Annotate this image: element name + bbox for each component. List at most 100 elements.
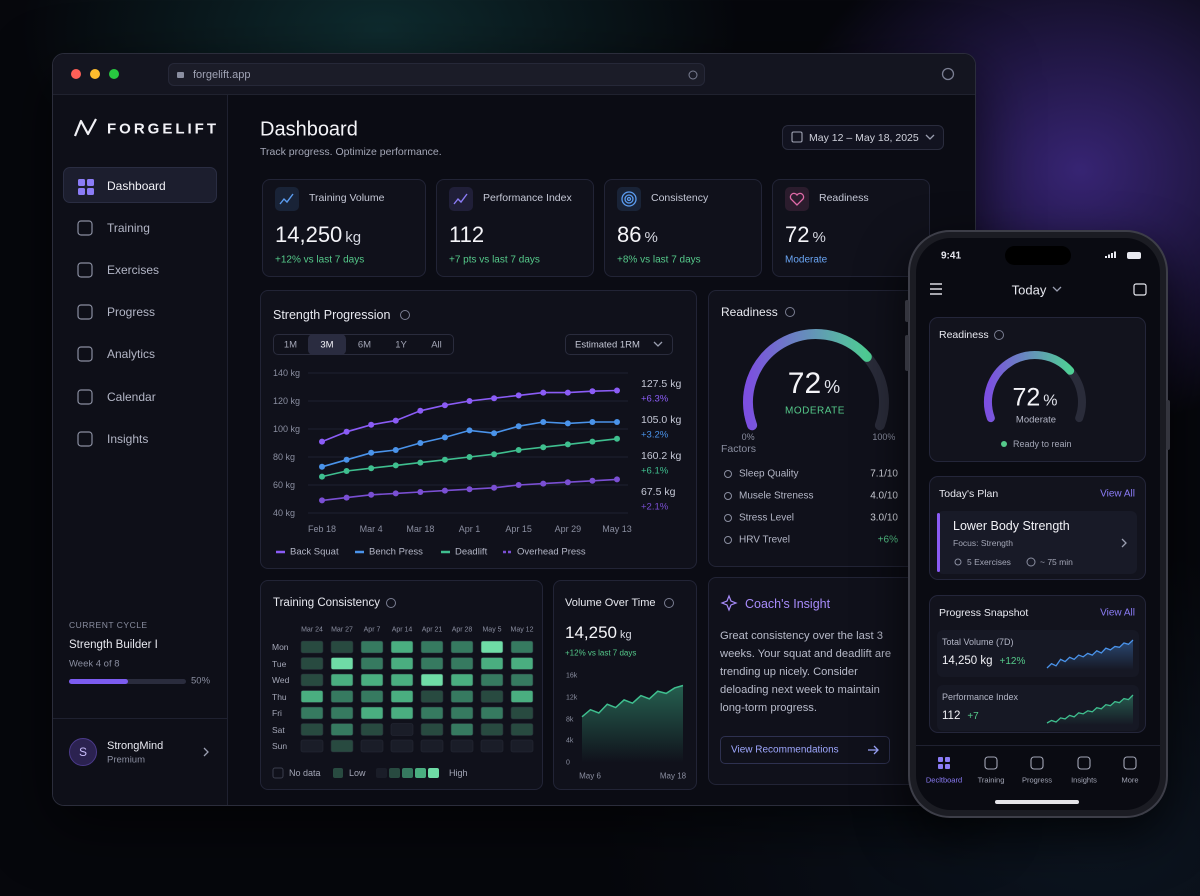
card-title: Progress Snapshot [939, 607, 1029, 619]
insight-button[interactable] [720, 736, 890, 764]
factor-label: Sleep Quality [739, 468, 799, 480]
factor-value: 4.0/10 [870, 490, 898, 502]
end-change: +3.2% [641, 429, 669, 441]
range-button[interactable]: All [431, 339, 442, 351]
nav-item[interactable]: Calendar [107, 390, 156, 404]
tab-label[interactable]: Progress [1021, 775, 1053, 785]
insight-card [708, 577, 923, 785]
range-button[interactable]: 1M [283, 339, 298, 351]
row-label: Mon [272, 642, 289, 652]
row-label: Fri [272, 708, 282, 718]
x-tick-label: Apr 15 [505, 524, 532, 534]
gauge-tick-label: 0% [741, 432, 755, 443]
phone-header[interactable]: Today [1011, 282, 1047, 298]
snapshot-value: 112 [942, 710, 961, 722]
avatar[interactable] [69, 738, 97, 766]
metric-label[interactable]: Estimated 1RM [575, 339, 640, 351]
column-label: Mar 27 [331, 626, 353, 634]
y-tick-label: 4k [566, 737, 574, 745]
kpi-value: 14,250 [275, 222, 343, 247]
nav-item[interactable]: Exercises [107, 263, 160, 277]
legend-label: Bench Press [369, 546, 423, 558]
range-button-active[interactable] [308, 334, 346, 355]
snapshot-title: Total Volume (7D) [942, 637, 1014, 647]
volume-value: 14,250 [565, 623, 617, 642]
page-subtitle: Track progress. Optimize performance. [260, 146, 442, 158]
workout-duration: ~ 75 min [1040, 557, 1073, 567]
snapshot-change: +7 [967, 711, 979, 722]
x-tick-label: Mar 18 [406, 524, 435, 534]
nav-item[interactable]: Analytics [107, 347, 156, 361]
nav-item[interactable]: Dashboard [107, 179, 166, 193]
x-tick-label: Feb 18 [307, 524, 337, 534]
view-all-link[interactable]: View All [1100, 607, 1135, 619]
snapshot-value: 14,250 kg [942, 655, 993, 667]
gauge-unit: % [824, 377, 841, 397]
gauge-status: MODERATE [785, 405, 845, 417]
exercise-count: 5 Exercises [967, 557, 1011, 567]
y-tick-label: 16k [566, 672, 578, 680]
user-name[interactable]: StrongMind [107, 740, 164, 752]
kpi-value: 86 [617, 222, 642, 247]
cycle-name: Strength Builder I [69, 639, 158, 651]
tab-label[interactable]: Decltboard [925, 775, 963, 785]
chart-title: Strength Progression [273, 308, 391, 322]
x-tick-label: Mar 4 [359, 524, 383, 534]
volume-unit: kg [620, 629, 632, 641]
end-change: +2.1% [641, 501, 669, 513]
gauge-unit: % [1043, 392, 1058, 410]
kpi-label: Consistency [651, 192, 709, 204]
nav-item[interactable]: Progress [107, 305, 156, 319]
range-button[interactable]: 1Y [395, 339, 407, 351]
tab-label[interactable]: More [1121, 775, 1139, 785]
nav-item[interactable]: Training [107, 221, 150, 235]
x-tick-label: Apr 1 [458, 524, 481, 534]
date-range[interactable]: May 12 – May 18, 2025 [809, 132, 919, 144]
chart-title: Training Consistency [273, 597, 380, 609]
column-label: May 5 [482, 626, 502, 634]
column-label: Apr 7 [363, 626, 381, 634]
brand-name: FORGELIFT [107, 120, 219, 138]
range-toggle [273, 334, 454, 355]
gauge-value-text: 72 [1012, 383, 1041, 412]
kpi-change: +8% vs last 7 days [617, 254, 701, 266]
sidebar-divider [53, 718, 228, 719]
plan-item[interactable] [937, 511, 1137, 574]
volume-readout: 14,250 kg [565, 623, 632, 643]
end-label: 160.2 kg [641, 450, 682, 462]
url-bar[interactable] [168, 63, 705, 86]
row-label: Tue [272, 658, 287, 669]
kpi-value-row: 86% [617, 222, 658, 248]
card-title: Today's Plan [939, 488, 999, 500]
row-label: Sat [272, 724, 285, 735]
range-button[interactable]: 6M [357, 339, 372, 351]
end-change: +6.1% [641, 465, 669, 477]
factor-value: +6% [877, 534, 898, 546]
side-button [905, 300, 909, 322]
snapshot-readout: 112 +7 [942, 710, 979, 722]
gauge-tick-label: 100% [872, 432, 896, 443]
metric-dropdown[interactable] [565, 334, 673, 355]
tab-label[interactable]: Insights [1071, 775, 1097, 785]
volume-change: +12% vs last 7 days [565, 648, 637, 658]
y-tick-label: 0 [566, 759, 570, 767]
snapshot-change: +12% [999, 656, 1026, 667]
view-all-link[interactable]: View All [1100, 488, 1135, 500]
tab-bar-divider [916, 745, 1160, 746]
nav-item[interactable]: Insights [107, 432, 149, 446]
status-time: 9:41 [940, 250, 962, 262]
date-picker[interactable] [782, 125, 944, 150]
x-tick-label: May 6 [579, 771, 601, 781]
tab-label[interactable]: Training [977, 775, 1005, 785]
plan-accent [937, 513, 940, 572]
gauge-status: Moderate [1015, 414, 1057, 426]
button-label[interactable]: View Recommendations [731, 744, 839, 756]
range-button[interactable]: 3M [320, 339, 334, 351]
column-label: Apr 21 [421, 626, 443, 634]
card-title: Readiness [939, 329, 989, 341]
